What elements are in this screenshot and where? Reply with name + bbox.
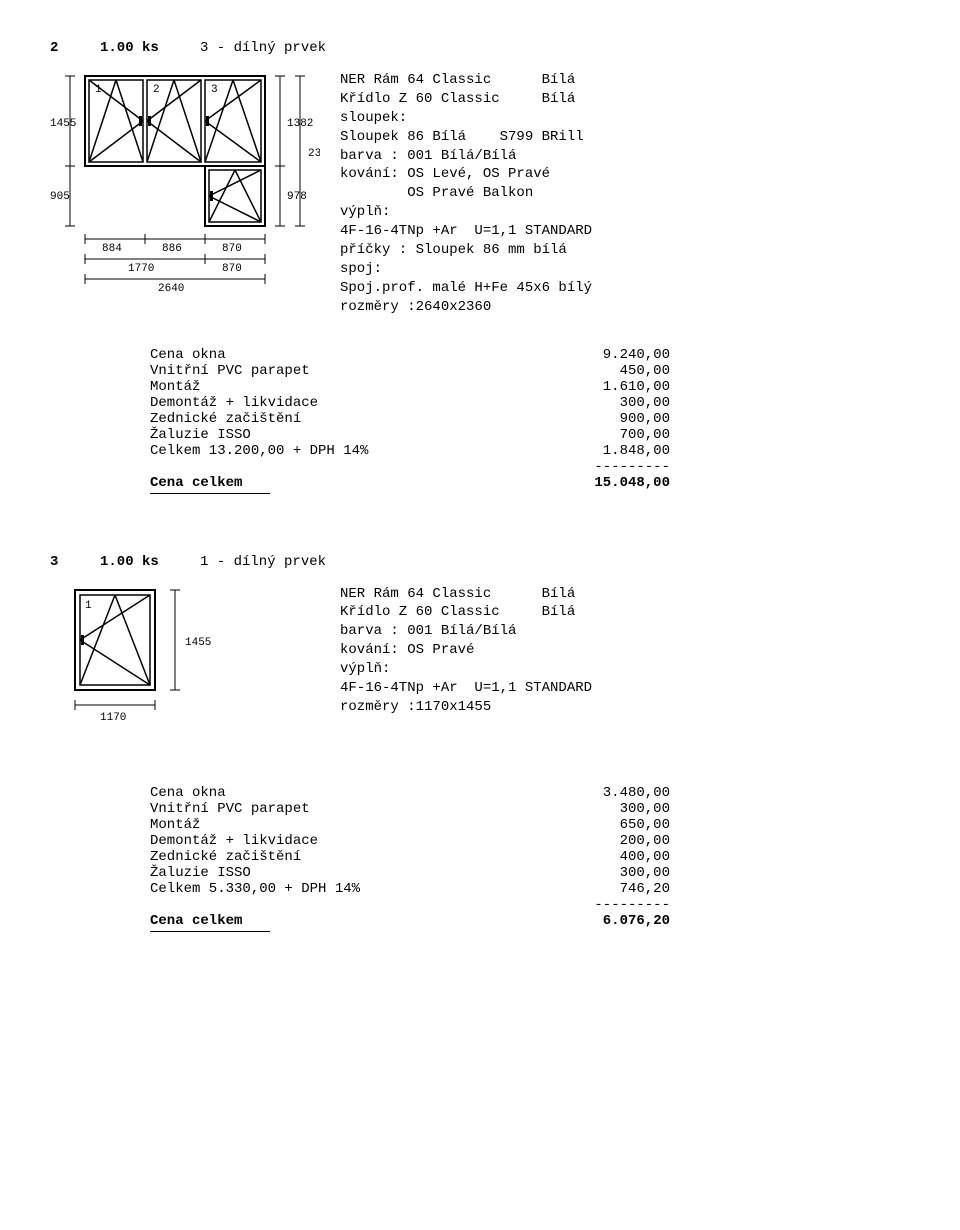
separator: --------- xyxy=(150,897,670,913)
position-number: 2 xyxy=(50,40,100,56)
spec-line: výplň: xyxy=(340,660,910,679)
svg-text:884: 884 xyxy=(102,243,122,255)
svg-text:1170: 1170 xyxy=(100,712,126,724)
spec-line: rozměry :2640x2360 xyxy=(340,298,910,317)
svg-text:886: 886 xyxy=(162,243,182,255)
position-number: 3 xyxy=(50,554,100,570)
spec-line: 4F-16-4TNp +Ar U=1,1 STANDARD xyxy=(340,222,910,241)
spec-line: OS Pravé Balkon xyxy=(340,184,910,203)
spec-line: barva : 001 Bílá/Bílá xyxy=(340,622,910,641)
price-block: Cena okna3.480,00 Vnitřní PVC parapet300… xyxy=(150,785,910,932)
spec-line: NER Rám 64 Classic Bílá xyxy=(340,585,910,604)
spec-line: Spoj.prof. malé H+Fe 45x6 bílý xyxy=(340,279,910,298)
svg-text:978: 978 xyxy=(287,191,307,203)
svg-text:1770: 1770 xyxy=(128,263,154,275)
spec-line: kování: OS Pravé xyxy=(340,641,910,660)
quantity: 1.00 ks xyxy=(100,554,200,570)
quantity: 1.00 ks xyxy=(100,40,200,56)
separator: --------- xyxy=(150,459,670,475)
item-title: 1 - dílný prvek xyxy=(200,554,326,570)
window-diagram: 1455 905 xyxy=(50,71,330,311)
spec-line: NER Rám 64 Classic Bílá xyxy=(340,71,910,90)
total-underline xyxy=(150,931,270,932)
svg-text:1455: 1455 xyxy=(185,637,211,649)
svg-text:870: 870 xyxy=(222,243,242,255)
svg-text:2360: 2360 xyxy=(308,148,320,160)
product-row: 1 1455 1170 NER Rám 64 Classic Bílá Kříd… xyxy=(50,585,910,755)
item-title: 3 - dílný prvek xyxy=(200,40,326,56)
spec-block: NER Rám 64 Classic Bílá Křídlo Z 60 Clas… xyxy=(330,71,910,317)
spec-line: příčky : Sloupek 86 mm bílá xyxy=(340,241,910,260)
dim-left-bottom: 905 xyxy=(50,191,70,203)
window-diagram: 1 1455 1170 xyxy=(50,585,330,755)
svg-text:1: 1 xyxy=(95,84,102,96)
spec-line: Sloupek 86 Bílá S799 BRill xyxy=(340,128,910,147)
svg-text:1: 1 xyxy=(85,600,92,612)
svg-text:2640: 2640 xyxy=(158,283,184,295)
spec-line: Křídlo Z 60 Classic Bílá xyxy=(340,603,910,622)
spec-line: Křídlo Z 60 Classic Bílá xyxy=(340,90,910,109)
item-header: 2 1.00 ks 3 - dílný prvek xyxy=(50,40,910,56)
spec-line: 4F-16-4TNp +Ar U=1,1 STANDARD xyxy=(340,679,910,698)
spec-line: barva : 001 Bílá/Bílá xyxy=(340,147,910,166)
product-row: 1455 905 xyxy=(50,71,910,317)
spec-block: NER Rám 64 Classic Bílá Křídlo Z 60 Clas… xyxy=(330,585,910,717)
svg-text:870: 870 xyxy=(222,263,242,275)
price-block: Cena okna9.240,00 Vnitřní PVC parapet450… xyxy=(150,347,910,494)
total-underline xyxy=(150,493,270,494)
svg-text:1382: 1382 xyxy=(287,118,313,130)
item-header: 3 1.00 ks 1 - dílný prvek xyxy=(50,554,910,570)
svg-text:2: 2 xyxy=(153,84,160,96)
spec-line: rozměry :1170x1455 xyxy=(340,698,910,717)
spec-line: výplň: xyxy=(340,203,910,222)
dim-left-top: 1455 xyxy=(50,118,76,130)
spec-line: sloupek: xyxy=(340,109,910,128)
svg-text:3: 3 xyxy=(211,84,218,96)
spec-line: kování: OS Levé, OS Pravé xyxy=(340,165,910,184)
spec-line: spoj: xyxy=(340,260,910,279)
